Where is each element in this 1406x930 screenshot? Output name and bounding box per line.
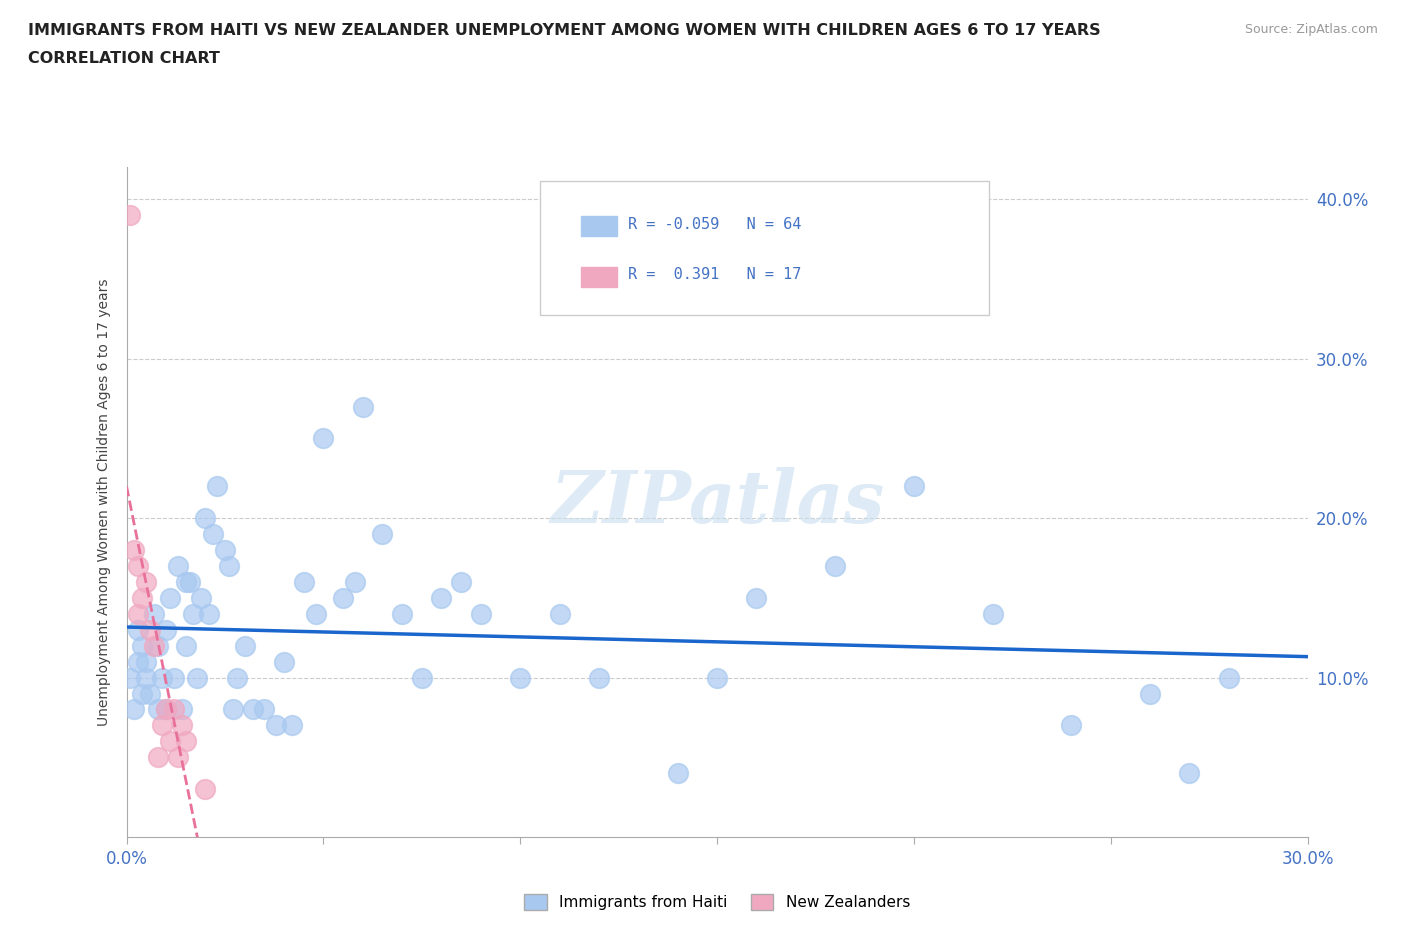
Point (706, 671, 728, 685)
Point (127, 559, 149, 574)
Point (218, 559, 240, 574)
Point (120, 671, 142, 685)
Point (124, 542, 146, 557)
Point (163, 671, 186, 685)
Point (304, 606, 326, 621)
Point (159, 591, 181, 605)
Point (174, 734, 197, 749)
Point (120, 207, 142, 222)
Point (281, 718, 304, 733)
Point (159, 734, 181, 749)
Point (666, 765, 689, 780)
Point (194, 511, 217, 525)
Point (174, 575, 197, 590)
Point (139, 686, 162, 701)
Y-axis label: Unemployment Among Women with Children Ages 6 to 17 years: Unemployment Among Women with Children A… (97, 278, 111, 726)
Point (135, 671, 157, 685)
Text: CORRELATION CHART: CORRELATION CHART (28, 51, 219, 66)
Point (166, 559, 188, 574)
Text: ZIPatlas: ZIPatlas (550, 467, 884, 538)
Point (588, 671, 610, 685)
Point (1218, 671, 1240, 685)
Point (202, 526, 225, 541)
Point (194, 782, 217, 797)
Text: R =  0.391   N = 17: R = 0.391 N = 17 (628, 267, 801, 282)
Point (174, 638, 197, 653)
Point (1139, 686, 1161, 701)
Point (146, 702, 169, 717)
Text: R = -0.059   N = 64: R = -0.059 N = 64 (628, 217, 801, 232)
Point (1060, 718, 1083, 733)
Point (131, 591, 153, 605)
Point (205, 479, 228, 494)
Point (170, 702, 193, 717)
Point (166, 750, 188, 764)
Point (332, 591, 354, 605)
Point (222, 702, 245, 717)
Point (1178, 765, 1201, 780)
Point (264, 718, 287, 733)
Point (411, 671, 433, 685)
Point (127, 606, 149, 621)
Point (179, 575, 201, 590)
Point (150, 718, 173, 733)
Point (371, 526, 394, 541)
Point (135, 575, 157, 590)
Point (146, 750, 169, 764)
Point (127, 622, 149, 637)
Point (450, 575, 472, 590)
Point (190, 591, 212, 605)
Point (233, 638, 256, 653)
Point (242, 702, 264, 717)
FancyBboxPatch shape (581, 267, 617, 286)
Point (214, 542, 236, 557)
Point (745, 591, 768, 605)
Point (470, 606, 492, 621)
Point (143, 606, 166, 621)
Point (183, 606, 205, 621)
Point (155, 702, 177, 717)
Point (170, 718, 193, 733)
Point (225, 671, 247, 685)
Point (253, 702, 276, 717)
Point (124, 702, 146, 717)
Text: Source: ZipAtlas.com: Source: ZipAtlas.com (1244, 23, 1378, 36)
Point (981, 606, 1004, 621)
Point (903, 479, 925, 494)
Text: IMMIGRANTS FROM HAITI VS NEW ZEALANDER UNEMPLOYMENT AMONG WOMEN WITH CHILDREN AG: IMMIGRANTS FROM HAITI VS NEW ZEALANDER U… (28, 23, 1101, 38)
FancyBboxPatch shape (581, 217, 617, 236)
Point (273, 654, 295, 669)
Point (430, 591, 453, 605)
Point (150, 671, 173, 685)
Point (135, 654, 157, 669)
Point (131, 686, 153, 701)
Point (352, 399, 374, 414)
Point (292, 575, 315, 590)
Point (155, 702, 177, 717)
Point (163, 702, 186, 717)
FancyBboxPatch shape (540, 180, 988, 314)
Point (127, 654, 149, 669)
Point (198, 606, 221, 621)
Point (824, 559, 846, 574)
Point (186, 671, 208, 685)
Point (509, 671, 531, 685)
Point (548, 606, 571, 621)
Point (146, 638, 169, 653)
Point (312, 431, 335, 445)
Point (143, 638, 166, 653)
Point (155, 622, 177, 637)
Legend: Immigrants from Haiti, New Zealanders: Immigrants from Haiti, New Zealanders (517, 888, 917, 916)
Point (139, 622, 162, 637)
Point (391, 606, 413, 621)
Point (343, 575, 366, 590)
Point (131, 638, 153, 653)
